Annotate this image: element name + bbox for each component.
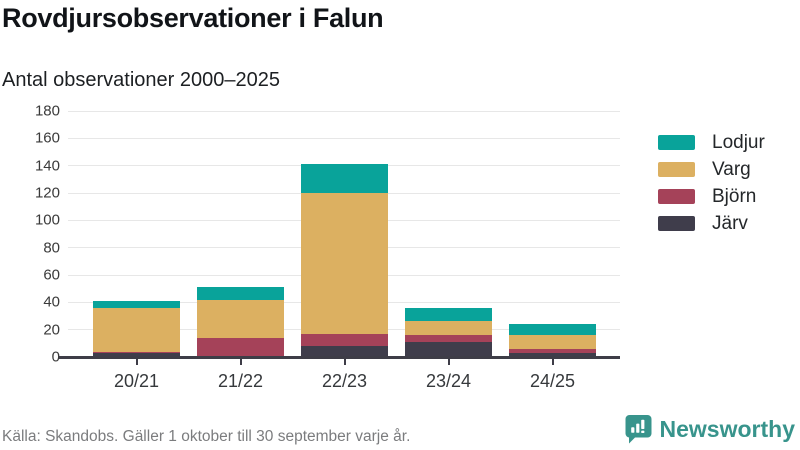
bar-23-24-björn <box>405 335 492 342</box>
bar-21-22-varg <box>197 299 284 338</box>
chart-legend: Lodjur Varg Björn Järv <box>658 129 765 237</box>
y-axis-label-160: 160 <box>34 129 60 147</box>
bar-20-21-björn <box>93 351 180 353</box>
bar-21-22-björn <box>197 337 284 356</box>
bar-22-23-järv <box>301 346 388 357</box>
legend-swatch-järv <box>658 216 695 231</box>
bar-20-21-varg <box>93 307 180 352</box>
newsworthy-logo[interactable]: Newsworthy <box>625 414 795 444</box>
x-axis-tick-20-21 <box>135 358 138 365</box>
bar-22-23-varg <box>301 193 388 334</box>
legend-swatch-björn <box>658 189 695 204</box>
y-axis-label-180: 180 <box>34 102 60 120</box>
x-axis-tick-24-25 <box>551 358 554 365</box>
legend-swatch-varg <box>658 162 695 177</box>
y-axis-label-60: 60 <box>43 266 60 284</box>
legend-label-björn: Björn <box>712 186 757 207</box>
bar-24-25-lodjur <box>509 324 596 336</box>
bar-20-21-lodjur <box>93 300 180 308</box>
y-axis-label-0: 0 <box>51 348 60 366</box>
legend-item-björn: Björn <box>658 183 765 210</box>
legend-swatch-lodjur <box>658 135 695 150</box>
x-axis-tick-23-24 <box>447 358 450 365</box>
y-axis-label-120: 120 <box>34 184 60 202</box>
legend-item-varg: Varg <box>658 156 765 183</box>
bar-20-21-järv <box>93 352 180 357</box>
bar-21-22-lodjur <box>197 287 284 300</box>
bar-23-24-järv <box>405 341 492 357</box>
x-axis-tick-21-22 <box>239 358 242 365</box>
legend-label-järv: Järv <box>712 213 748 234</box>
y-axis-label-140: 140 <box>34 157 60 175</box>
bar-23-24-varg <box>405 321 492 336</box>
x-axis-label-23-24: 23/24 <box>425 371 472 391</box>
source-note: Källa: Skandobs. Gäller 1 oktober till 3… <box>2 428 411 445</box>
y-axis-label-40: 40 <box>43 293 60 311</box>
legend-item-järv: Järv <box>658 210 765 237</box>
bar-23-24-lodjur <box>405 307 492 322</box>
chart-title: Rovdjursobservationer i Falun <box>2 3 384 33</box>
x-axis-tick-22-23 <box>343 358 346 365</box>
bar-22-23-björn <box>301 333 388 347</box>
brand-name: Newsworthy <box>659 415 795 442</box>
chart-subtitle: Antal observationer 2000–2025 <box>2 69 280 91</box>
x-axis-label-24-25: 24/25 <box>529 371 576 391</box>
legend-label-varg: Varg <box>712 159 751 180</box>
legend-label-lodjur: Lodjur <box>712 132 765 153</box>
x-axis-line <box>59 356 620 359</box>
gridline-y-180 <box>68 110 620 112</box>
gridline-y-160 <box>68 137 620 139</box>
bar-24-25-järv <box>509 352 596 357</box>
x-axis-label-22-23: 22/23 <box>321 371 368 391</box>
legend-item-lodjur: Lodjur <box>658 129 765 156</box>
gridline-y-120 <box>68 192 620 194</box>
bar-24-25-björn <box>509 348 596 353</box>
x-axis-label-20-21: 20/21 <box>113 371 160 391</box>
bar-24-25-varg <box>509 335 596 349</box>
x-axis-label-21-22: 21/22 <box>217 371 264 391</box>
stacked-bar-chart-plot-area: 0 20 40 60 80 100 120 140 160 180 20/21 21/22 22/23 2… <box>35 104 620 390</box>
y-axis-label-20: 20 <box>43 321 60 339</box>
bar-22-23-lodjur <box>301 164 388 193</box>
y-axis-label-100: 100 <box>34 211 60 229</box>
y-axis-label-80: 80 <box>43 239 60 257</box>
newsworthy-icon <box>625 415 652 444</box>
